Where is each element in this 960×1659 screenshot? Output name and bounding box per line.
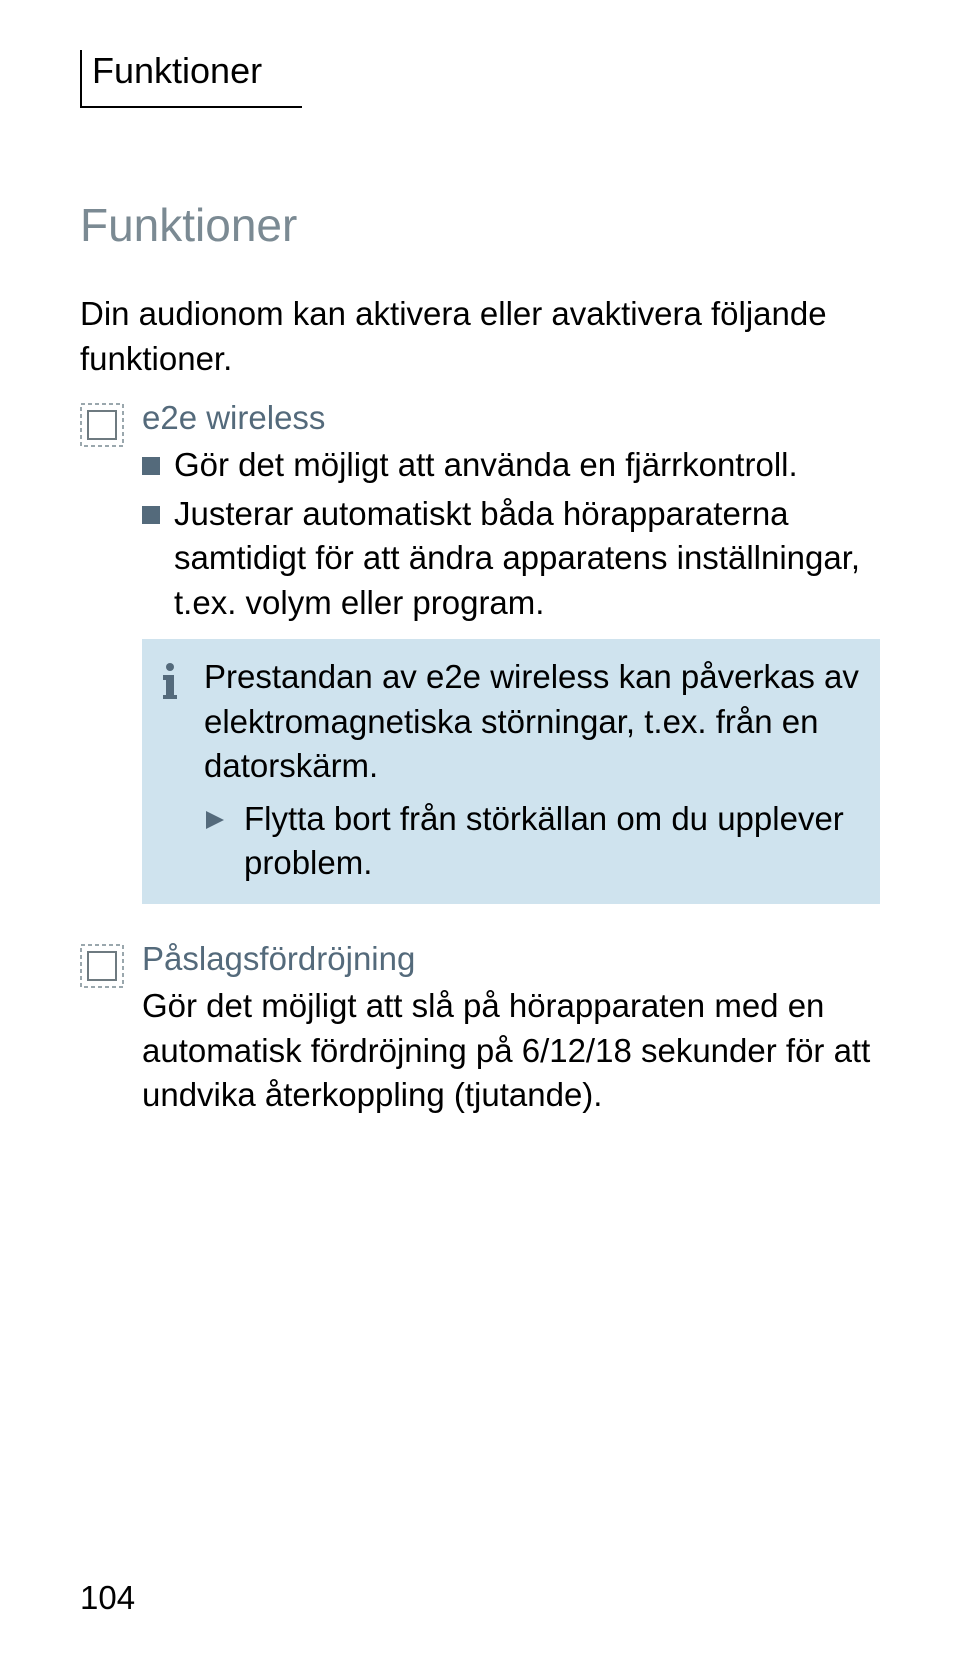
feature-e2e-wireless: e2e wireless Gör det möjligt att använda… xyxy=(80,399,880,904)
page: Funktioner Funktioner Din audionom kan a… xyxy=(0,0,960,1659)
feature-power-on-delay: Påslagsfördröjning Gör det möjligt att s… xyxy=(80,940,880,1118)
bullet-text: Gör det möjligt att använda en fjärrkont… xyxy=(174,443,880,488)
bullet-item: Gör det möjligt att använda en fjärrkont… xyxy=(142,443,880,488)
checkbox-icon xyxy=(80,403,124,447)
feature-title: Påslagsfördröjning xyxy=(142,940,880,978)
page-number: 104 xyxy=(80,1579,135,1617)
info-text: Prestandan av e2e wireless kan påverkas … xyxy=(204,655,860,789)
checkbox-icon xyxy=(80,944,124,988)
feature-description: Gör det möjligt att slå på hörapparaten … xyxy=(142,984,880,1118)
feature-title: e2e wireless xyxy=(142,399,880,437)
page-title: Funktioner xyxy=(80,198,880,252)
info-action-row: Flytta bort från störkällan om du upplev… xyxy=(204,797,860,886)
bullet-item: Justerar automatiskt båda hörapparaterna… xyxy=(142,492,880,626)
info-row: Prestandan av e2e wireless kan påverkas … xyxy=(158,655,860,789)
intro-text: Din audionom kan aktivera eller avaktive… xyxy=(80,292,880,381)
info-action-text: Flytta bort från störkällan om du upplev… xyxy=(244,797,860,886)
header-label: Funktioner xyxy=(92,50,302,92)
info-box: Prestandan av e2e wireless kan påverkas … xyxy=(142,639,880,904)
header-border: Funktioner xyxy=(80,50,302,108)
feature-body: e2e wireless Gör det möjligt att använda… xyxy=(142,399,880,904)
info-icon xyxy=(158,661,182,701)
bullet-text: Justerar automatiskt båda hörapparaterna… xyxy=(174,492,880,626)
section-header: Funktioner xyxy=(80,50,880,108)
arrow-right-icon xyxy=(204,809,226,831)
square-bullet-icon xyxy=(142,506,160,524)
square-bullet-icon xyxy=(142,457,160,475)
feature-body: Påslagsfördröjning Gör det möjligt att s… xyxy=(142,940,880,1118)
